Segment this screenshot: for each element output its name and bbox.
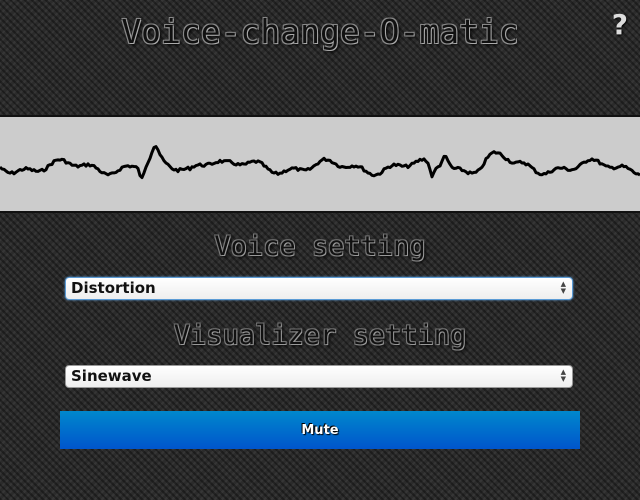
visualizer-setting-label: Visualizer setting xyxy=(173,320,467,351)
select-arrows-icon: ▲ ▼ xyxy=(560,368,566,383)
help-question-mark-icon[interactable]: ? xyxy=(611,8,628,41)
app-title: Voice-change-O-matic xyxy=(121,12,519,51)
waveform-line xyxy=(0,145,640,180)
visualizer-setting-value: Sinewave xyxy=(71,367,152,385)
select-arrows-icon: ▲ ▼ xyxy=(560,280,566,295)
visualizer-setting-select[interactable]: Sinewave ▲ ▼ xyxy=(65,365,573,388)
visualizer-canvas xyxy=(0,115,640,213)
mute-button[interactable]: Mute xyxy=(60,411,580,449)
voice-setting-value: Distortion xyxy=(71,279,156,297)
voice-setting-label: Voice setting xyxy=(214,231,426,262)
voice-setting-select[interactable]: Distortion ▲ ▼ xyxy=(65,277,573,300)
waveform-svg xyxy=(0,145,640,180)
